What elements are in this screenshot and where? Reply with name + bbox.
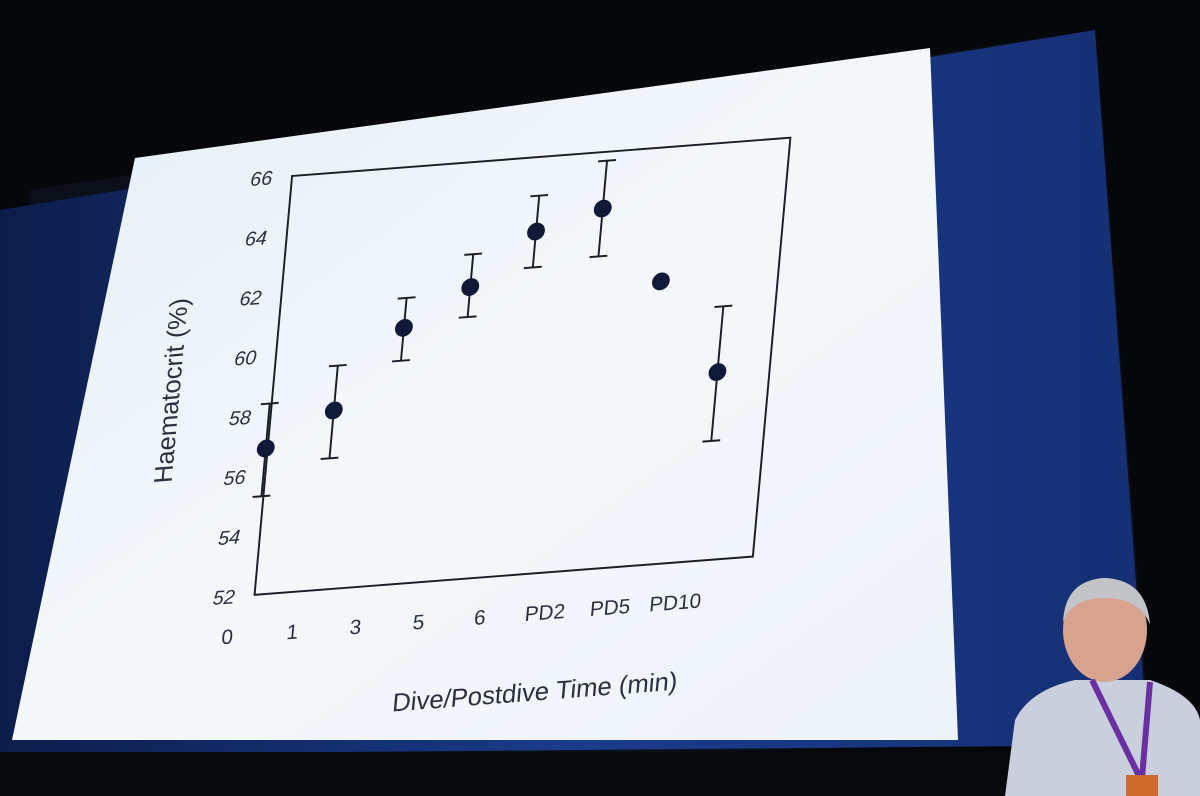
x-tick-label: 1 — [286, 621, 300, 645]
data-point — [527, 222, 545, 241]
slide-panel — [12, 48, 958, 740]
y-tick-label: 58 — [228, 407, 252, 431]
error-bar-cap-top — [530, 193, 549, 198]
x-tick-label: 3 — [349, 616, 363, 640]
x-tick-label: PD10 — [648, 590, 702, 617]
x-tick-label: 6 — [473, 606, 487, 630]
y-tick-label: 60 — [233, 347, 257, 371]
y-tick-label: 52 — [212, 586, 236, 610]
plot-frame — [253, 136, 792, 596]
x-axis-title: Dive/Postdive Time (min) — [391, 668, 679, 718]
data-point — [593, 199, 612, 218]
error-bar-cap-bottom — [320, 456, 339, 461]
x-tick-label: PD5 — [589, 595, 631, 621]
x-tick-label: 0 — [220, 626, 234, 650]
y-tick-label: 56 — [223, 467, 247, 491]
error-bar-cap-top — [714, 304, 733, 308]
error-bar-cap-top — [464, 252, 483, 256]
error-bar-cap-top — [328, 363, 347, 368]
error-bar-cap-bottom — [702, 439, 721, 443]
y-tick-label: 64 — [244, 227, 268, 251]
error-bar-cap-bottom — [458, 315, 477, 319]
y-tick-label: 54 — [217, 526, 241, 550]
error-bar-cap-top — [598, 159, 617, 163]
data-point — [651, 272, 670, 291]
error-bar-cap-top — [397, 296, 416, 300]
x-tick-label: 5 — [412, 611, 426, 635]
data-point — [256, 439, 275, 458]
error-bar-cap-bottom — [252, 494, 271, 498]
x-tick-label: PD2 — [524, 600, 566, 626]
data-point — [395, 318, 413, 337]
y-axis-title: Haematocrit (%) — [150, 297, 194, 484]
y-tick-label: 66 — [249, 167, 273, 191]
error-bar-cap-bottom — [589, 254, 608, 259]
error-bar-cap-bottom — [392, 359, 410, 363]
data-point — [708, 363, 727, 381]
presenter-figure — [1005, 578, 1200, 796]
error-bar-cap-top — [260, 401, 279, 406]
data-point — [324, 401, 343, 420]
data-point — [461, 278, 480, 296]
error-bar-cap-bottom — [523, 265, 542, 270]
y-tick-label: 62 — [239, 287, 263, 311]
